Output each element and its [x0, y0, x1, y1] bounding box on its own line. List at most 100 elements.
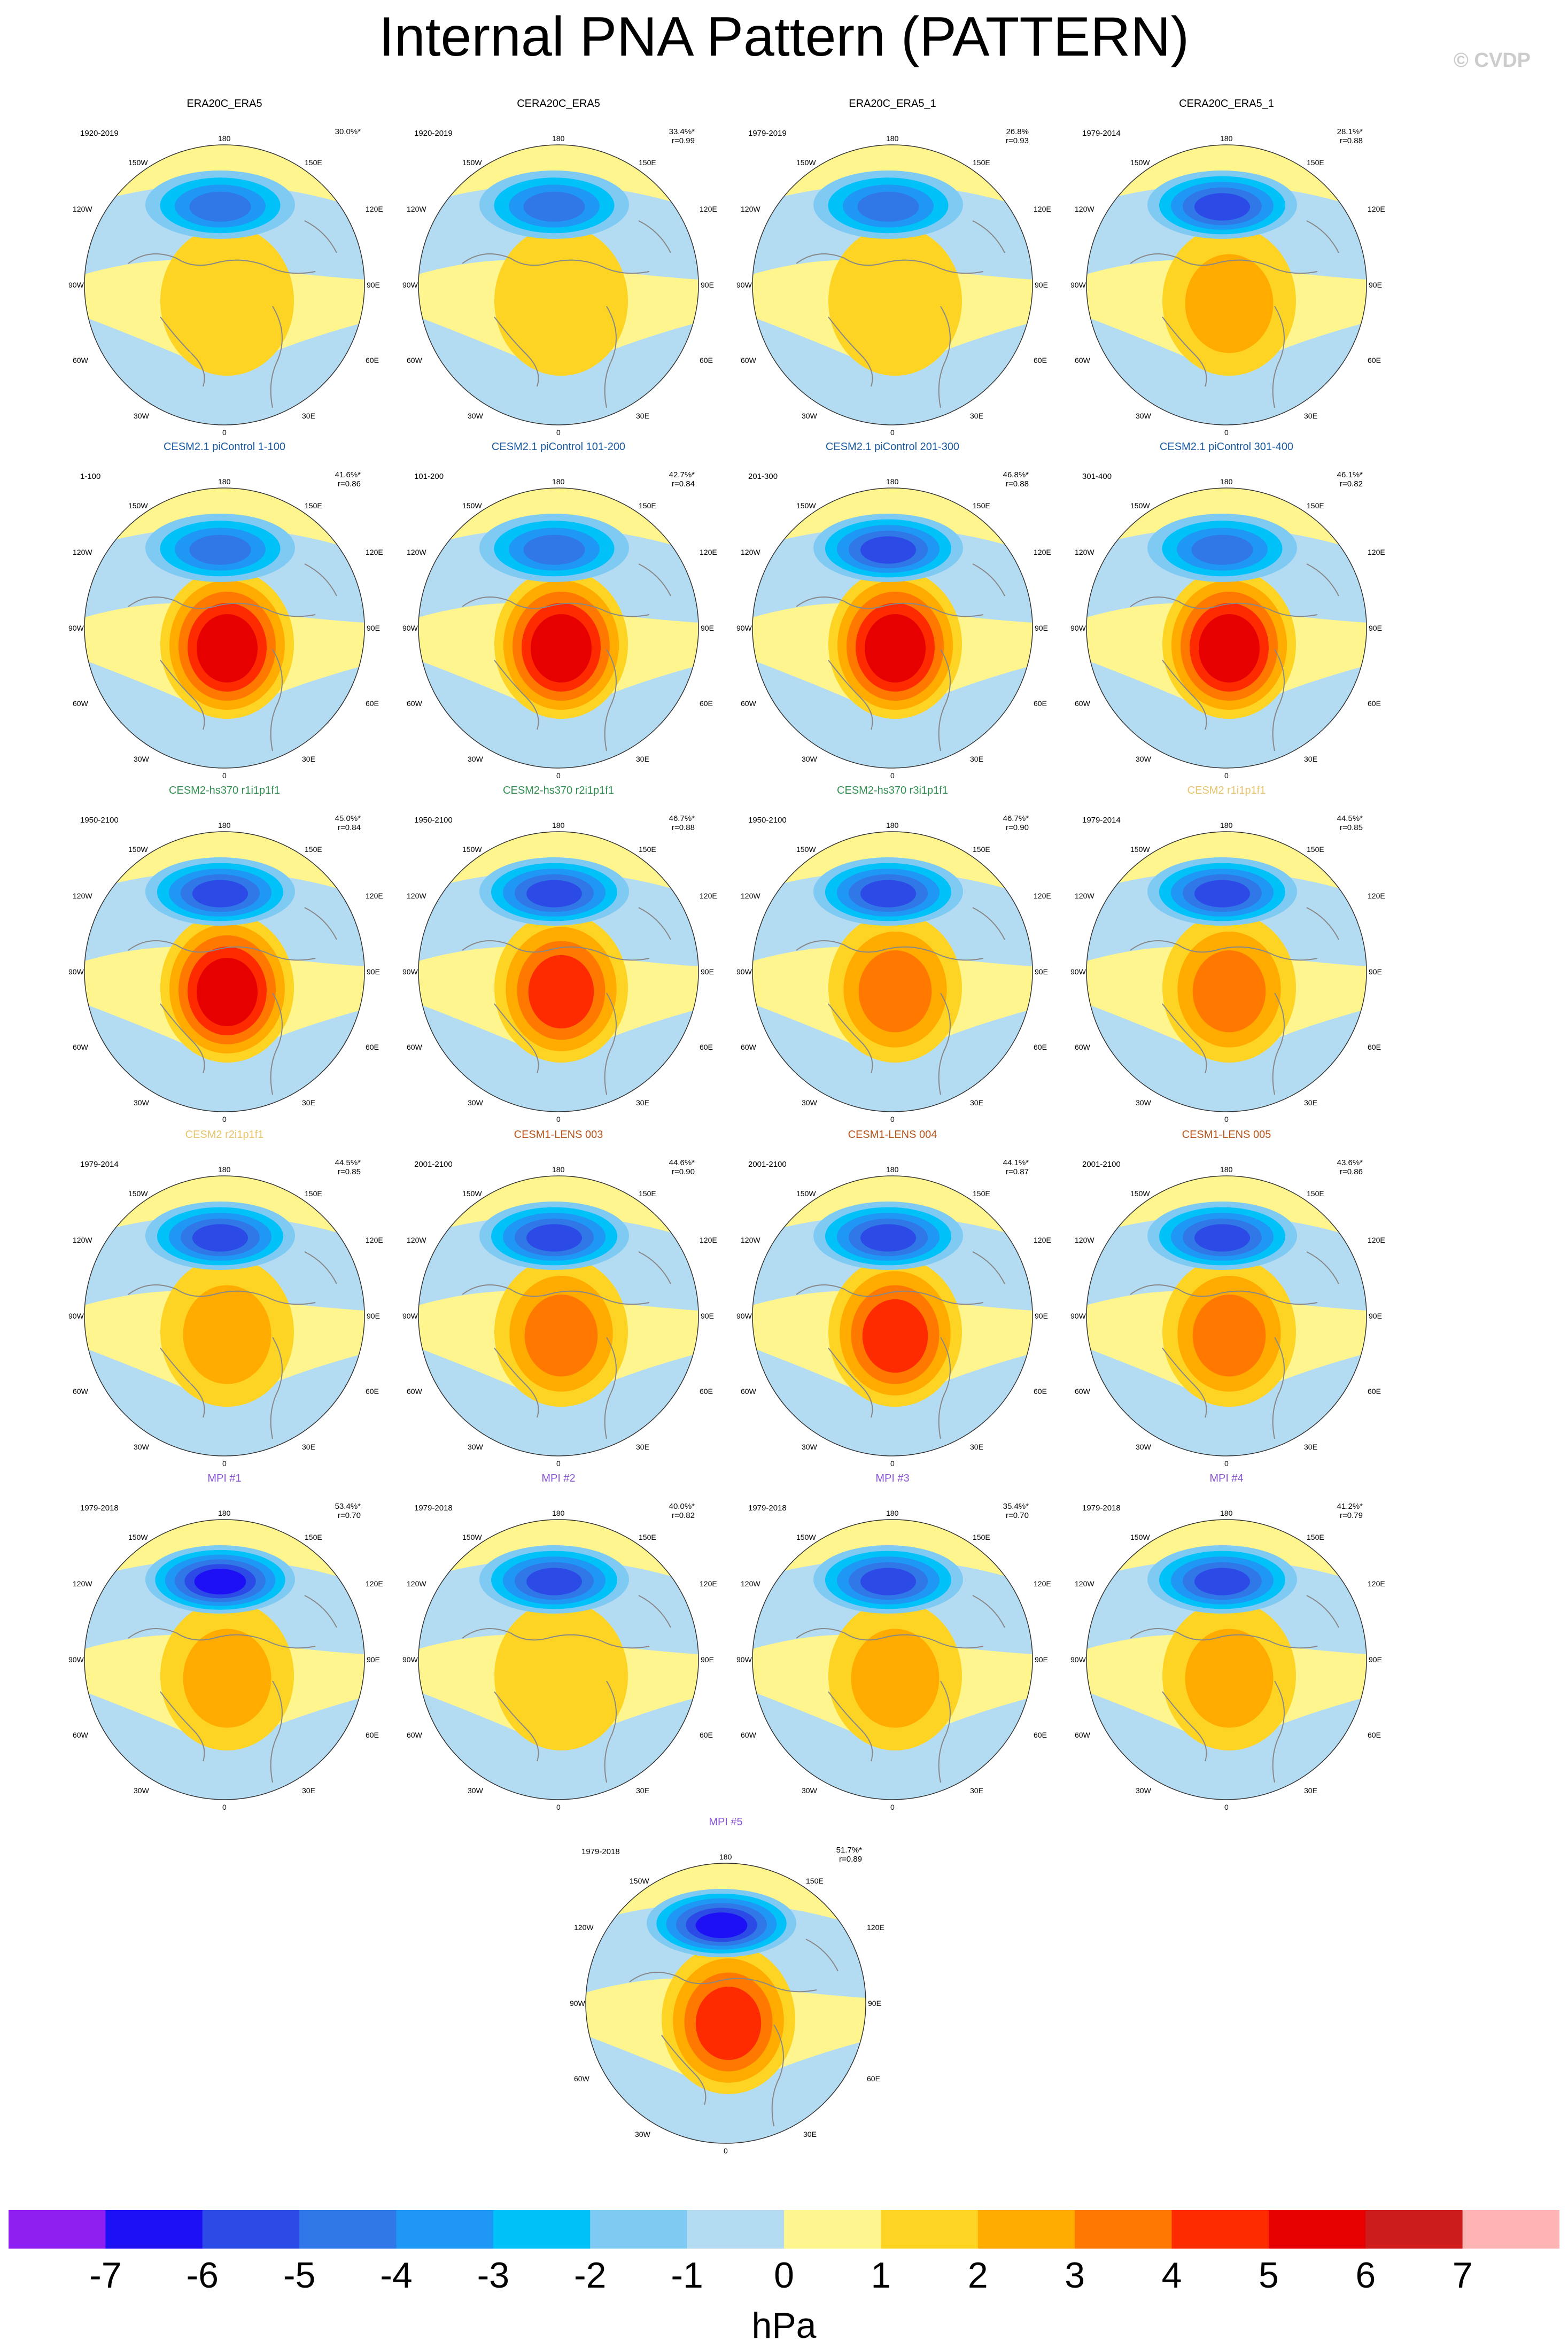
panel-period: 101-200 — [414, 472, 444, 481]
panel-stats: 46.7%* r=0.88 — [647, 814, 695, 832]
map-boundary — [84, 1175, 365, 1456]
panel-correlation: r=0.82 — [1340, 479, 1363, 489]
longitude-label: 150W — [796, 1189, 816, 1198]
panel-correlation: r=0.88 — [1340, 136, 1363, 145]
longitude-label: 120W — [407, 892, 426, 900]
longitude-label: 150W — [796, 1533, 816, 1541]
positive-contour — [183, 1629, 271, 1728]
coastline — [128, 907, 337, 1095]
longitude-label: 90E — [367, 1312, 380, 1320]
longitude-label: 60W — [73, 699, 88, 708]
longitude-label: 60E — [1368, 1387, 1381, 1396]
longitude-label: 60W — [741, 699, 756, 708]
longitude-label: 120W — [407, 1579, 426, 1588]
polar-map — [752, 1175, 1033, 1456]
panel-correlation: r=0.88 — [1006, 479, 1029, 489]
panel-title: CESM2 r2i1p1f1 — [185, 1129, 264, 1141]
panel-stats: 46.7%* r=0.90 — [981, 814, 1029, 832]
longitude-label: 60W — [1075, 1387, 1090, 1396]
panel-period: 1950-2100 — [80, 816, 119, 825]
longitude-label: 180 — [1220, 1165, 1233, 1174]
panel-period: 1979-2019 — [748, 129, 787, 138]
longitude-label: 90W — [1070, 1655, 1086, 1664]
longitude-label: 150W — [796, 501, 816, 510]
polar-map — [84, 487, 365, 769]
positive-contour — [1185, 254, 1274, 353]
longitude-label: 90E — [1369, 1312, 1382, 1320]
longitude-label: 150W — [1130, 501, 1150, 510]
longitude-label: 90E — [701, 1655, 714, 1664]
longitude-label: 30W — [134, 1443, 149, 1451]
polar-map — [1086, 144, 1367, 425]
panel-stats: 41.6%* r=0.86 — [313, 470, 361, 489]
longitude-label: 90W — [402, 1312, 418, 1320]
longitude-label: 30E — [1304, 1098, 1317, 1107]
colorbar-swatch — [396, 2210, 494, 2249]
longitude-label: 90W — [736, 1655, 752, 1664]
panel-correlation: r=0.90 — [1006, 823, 1029, 832]
panel-title: CESM2.1 piControl 101-200 — [491, 441, 626, 453]
panel-correlation: r=0.93 — [1006, 136, 1029, 145]
longitude-label: 120W — [741, 1236, 760, 1244]
longitude-label: 120E — [700, 1236, 717, 1244]
longitude-label: 30E — [803, 2130, 817, 2138]
longitude-label: 60E — [1368, 1731, 1381, 1739]
map-boundary — [752, 1175, 1033, 1456]
panel-variance-pct: 44.6%* — [669, 1158, 695, 1167]
colorbar-tick-label: -6 — [186, 2255, 219, 2296]
longitude-label: 90W — [68, 281, 84, 289]
panel-correlation: r=0.88 — [672, 823, 695, 832]
positive-contour — [183, 1285, 271, 1384]
map-panel: CESM2-hs370 r2i1p1f1 1950-2100 46.7%* r=0.8… — [385, 785, 732, 1132]
longitude-label: 90W — [736, 281, 752, 289]
longitude-label: 60E — [700, 699, 713, 708]
longitude-label: 180 — [552, 477, 565, 486]
map-boundary — [418, 1519, 699, 1800]
longitude-label: 90E — [1369, 1655, 1382, 1664]
panel-variance-pct: 41.6%* — [335, 470, 361, 479]
longitude-label: 150W — [128, 501, 148, 510]
longitude-label: 30E — [1304, 755, 1317, 763]
map-boundary — [1086, 1175, 1367, 1456]
colorbar-tick-label: -1 — [671, 2255, 703, 2296]
polar-map — [585, 1863, 866, 2144]
negative-contour — [860, 1224, 916, 1252]
longitude-label: 30W — [134, 412, 149, 420]
negative-contour — [1194, 1224, 1250, 1252]
longitude-label: 30W — [1136, 755, 1151, 763]
panel-variance-pct: 40.0%* — [669, 1502, 695, 1511]
positive-contour — [524, 1295, 598, 1377]
longitude-label: 0 — [724, 2146, 728, 2155]
longitude-label: 120W — [73, 1236, 92, 1244]
longitude-label: 180 — [1220, 134, 1233, 143]
longitude-label: 90E — [367, 624, 380, 632]
longitude-label: 150E — [1307, 1189, 1324, 1198]
longitude-label: 90E — [367, 281, 380, 289]
longitude-label: 180 — [218, 821, 231, 830]
longitude-label: 90E — [701, 967, 714, 976]
coastline — [128, 563, 337, 751]
longitude-label: 120E — [867, 1923, 884, 1932]
polar-map — [752, 831, 1033, 1112]
negative-contour — [1194, 880, 1250, 908]
panel-period: 1979-2014 — [80, 1160, 119, 1169]
longitude-label: 30W — [635, 2130, 650, 2138]
longitude-label: 120E — [700, 205, 717, 213]
polar-map — [1086, 487, 1367, 769]
longitude-label: 30E — [970, 1098, 983, 1107]
colorbar-tick-label: 2 — [967, 2255, 988, 2296]
longitude-label: 120E — [1034, 205, 1051, 213]
colorbar-tick-label: 0 — [774, 2255, 794, 2296]
longitude-label: 150W — [462, 1533, 482, 1541]
panel-title: MPI #1 — [207, 1473, 242, 1484]
longitude-label: 60W — [73, 1731, 88, 1739]
coastline — [796, 1595, 1005, 1783]
longitude-label: 150E — [973, 1533, 990, 1541]
negative-contour — [523, 191, 585, 222]
map-panel: CESM2 r2i1p1f1 1979-2014 44.5%* r=0.85 180 15… — [51, 1129, 398, 1476]
longitude-label: 150E — [305, 158, 322, 167]
longitude-label: 180 — [218, 1165, 231, 1174]
longitude-label: 180 — [886, 821, 899, 830]
longitude-label: 60W — [407, 1387, 422, 1396]
longitude-label: 150E — [973, 845, 990, 854]
